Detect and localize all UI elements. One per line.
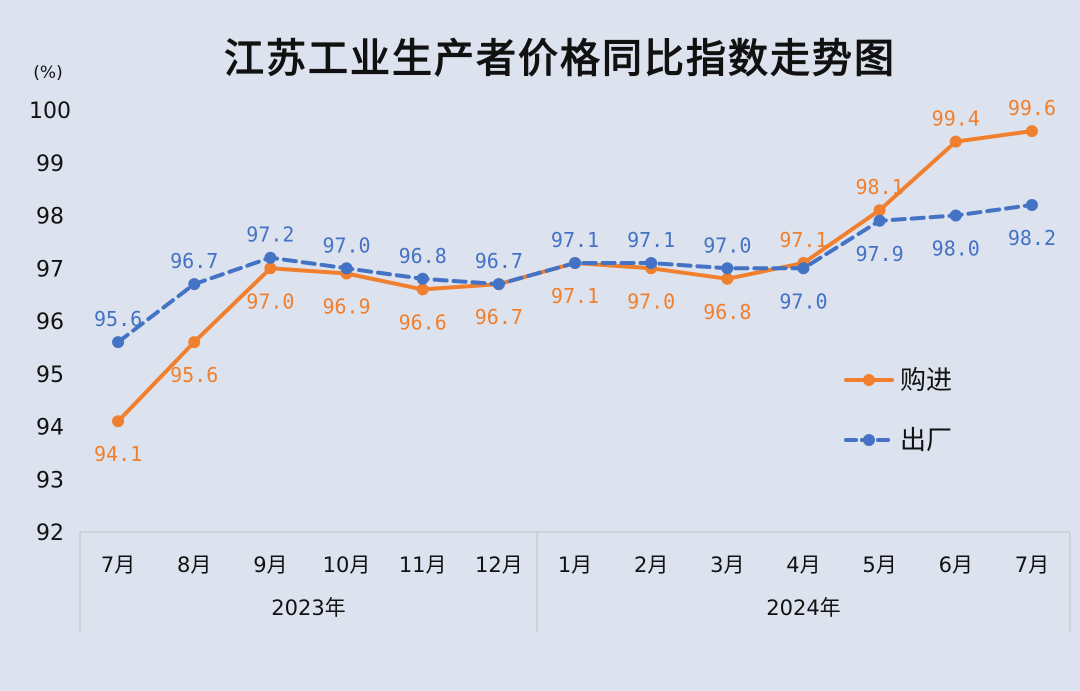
x-tick-label: 6月 — [939, 553, 973, 577]
data-label: 99.6 — [1008, 96, 1056, 120]
y-tick-label: 96 — [36, 310, 64, 335]
x-tick-label: 5月 — [862, 553, 896, 577]
data-point — [416, 272, 429, 285]
data-point — [416, 283, 429, 296]
data-point — [873, 204, 886, 217]
data-label: 96.8 — [399, 244, 447, 268]
y-tick-label: 92 — [36, 521, 64, 546]
data-point — [721, 272, 734, 285]
data-point — [264, 251, 277, 264]
legend-marker — [863, 434, 875, 446]
legend-marker — [863, 374, 875, 386]
x-tick-label: 4月 — [786, 553, 820, 577]
data-label: 97.0 — [703, 233, 751, 257]
x-tick-label: 7月 — [1015, 553, 1049, 577]
data-point — [492, 278, 505, 291]
data-point — [188, 336, 201, 349]
chart-title: 江苏工业生产者价格同比指数走势图 — [224, 36, 896, 82]
data-label: 97.0 — [627, 289, 675, 313]
x-tick-label: 2月 — [634, 553, 668, 577]
data-label: 98.2 — [1008, 226, 1056, 250]
data-label: 96.7 — [475, 249, 523, 273]
y-tick-label: 98 — [36, 205, 64, 230]
data-label: 96.7 — [170, 249, 218, 273]
x-tick-label: 7月 — [101, 553, 135, 577]
y-tick-label: 99 — [36, 152, 64, 177]
data-point — [264, 262, 277, 275]
data-label: 95.6 — [170, 363, 218, 387]
data-point — [873, 214, 886, 227]
x-tick-label: 11月 — [399, 553, 447, 577]
y-tick-label: 100 — [29, 99, 71, 124]
data-label: 96.9 — [322, 295, 370, 319]
data-point — [340, 262, 353, 275]
data-point — [112, 336, 125, 349]
data-label: 94.1 — [94, 442, 142, 466]
year-label: 2023年 — [271, 596, 345, 620]
y-tick-label: 97 — [36, 257, 64, 282]
data-point — [188, 278, 201, 291]
data-label: 96.6 — [399, 310, 447, 334]
data-label: 97.0 — [322, 233, 370, 257]
data-label: 97.9 — [856, 242, 904, 266]
data-point — [569, 256, 581, 269]
data-point — [112, 415, 125, 428]
data-label: 95.6 — [94, 307, 142, 331]
data-label: 97.0 — [246, 289, 294, 313]
data-label: 98.0 — [932, 237, 980, 261]
data-point — [949, 135, 962, 148]
x-tick-label: 8月 — [177, 553, 211, 577]
y-tick-label: 94 — [36, 416, 64, 441]
data-label: 97.1 — [627, 228, 675, 252]
x-tick-label: 12月 — [475, 553, 523, 577]
data-point — [797, 262, 810, 275]
data-point — [1025, 198, 1038, 211]
data-label: 97.2 — [246, 223, 294, 247]
x-tick-label: 9月 — [253, 553, 287, 577]
data-label: 98.1 — [856, 175, 904, 199]
data-label: 97.0 — [779, 289, 827, 313]
data-labels: 94.1 95.6 97.0 96.9 96.6 96.7 97.1 97.0 96.8 97.1… — [94, 96, 1056, 466]
legend-label: 购进 — [900, 366, 952, 396]
data-label: 97.1 — [551, 284, 599, 308]
year-label: 2024年 — [766, 596, 840, 620]
data-label: 99.4 — [932, 107, 980, 131]
data-point — [949, 209, 962, 222]
y-unit-label: (%) — [33, 63, 62, 83]
x-tick-label: 10月 — [323, 553, 371, 577]
data-label: 97.1 — [551, 228, 599, 252]
y-tick-label: 93 — [36, 468, 64, 493]
y-tick-label: 95 — [36, 363, 64, 388]
series-lines — [112, 125, 1038, 428]
data-label: 96.7 — [475, 305, 523, 329]
x-tick-label: 3月 — [710, 553, 744, 577]
legend-label: 出厂 — [900, 426, 952, 456]
data-point — [721, 262, 734, 275]
data-point — [645, 256, 658, 269]
data-point — [1025, 125, 1038, 138]
x-tick-label: 1月 — [558, 553, 592, 577]
data-label: 96.8 — [703, 300, 751, 324]
data-label: 97.1 — [779, 228, 827, 252]
axes-group: 92 93 94 95 96 97 98 99 100 2023年 2024年 7月 8月 9月 10月 11… — [29, 99, 1071, 632]
